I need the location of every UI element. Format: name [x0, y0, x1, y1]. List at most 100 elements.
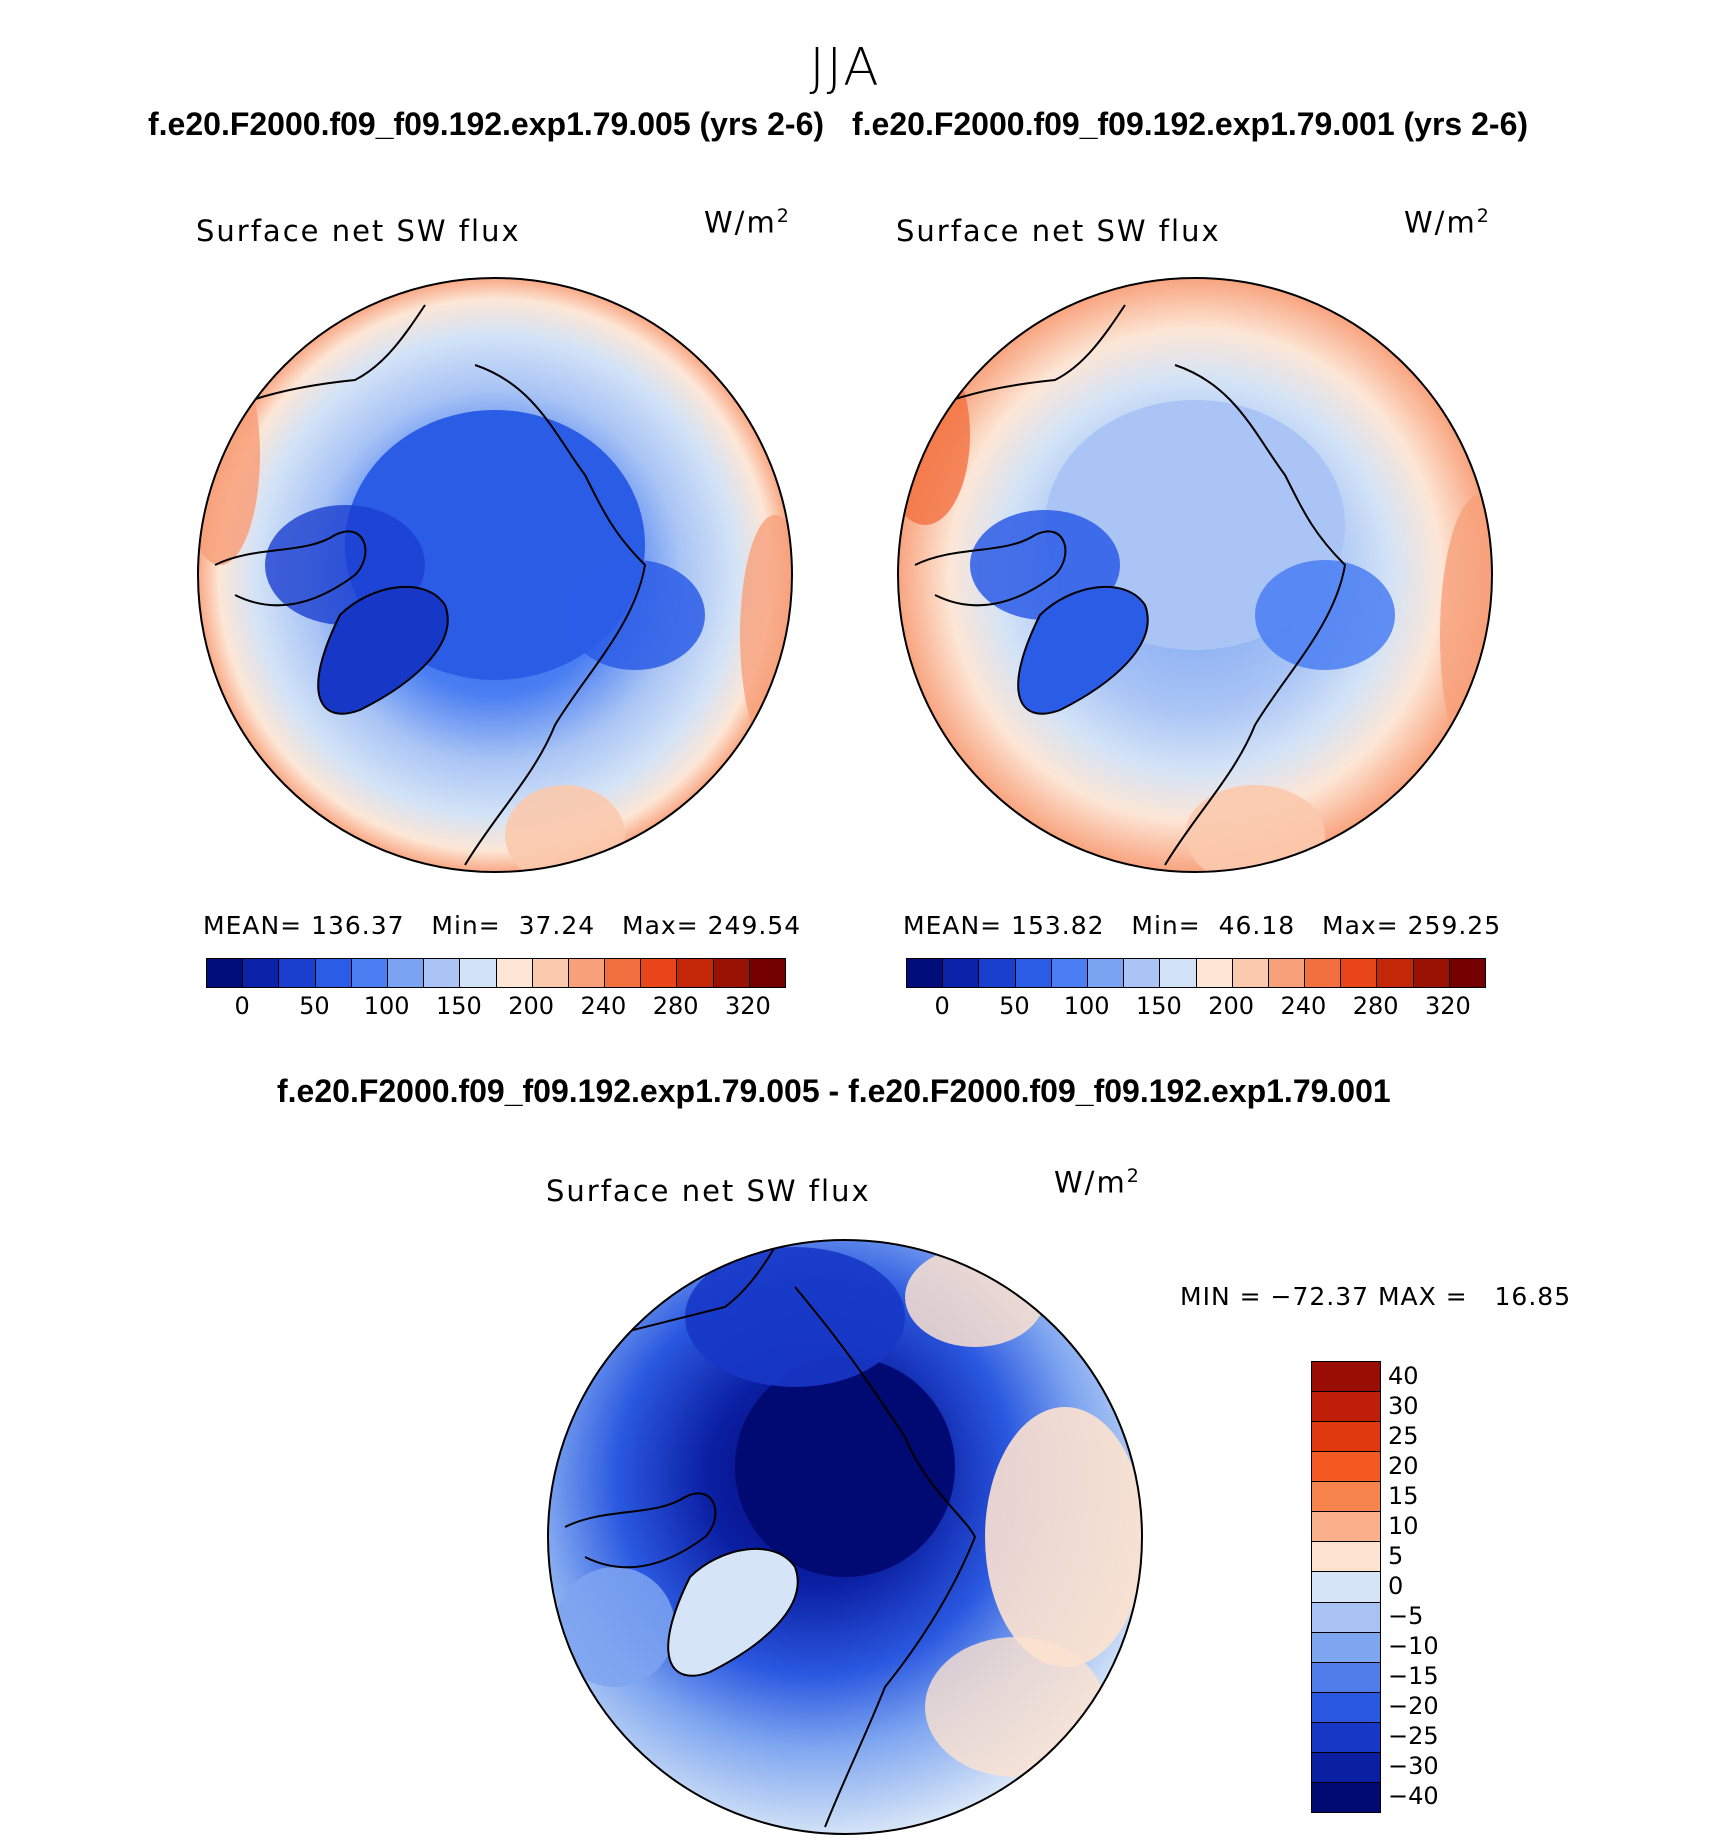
panel3-colorbar-cell [1312, 1602, 1380, 1633]
panel2-colorbar-tick: 200 [1208, 992, 1255, 1020]
panel1-colorbar-cell [677, 959, 714, 987]
panel2-colorbar-tick: 240 [1280, 992, 1327, 1020]
panel3-coastline-na [604, 1246, 776, 1338]
panel2-units-base: W/m [1404, 205, 1477, 240]
panel2-colorbar-cell [979, 959, 1016, 987]
panel2-colorbar [906, 958, 1486, 988]
panel1-colorbar-cell [279, 959, 316, 987]
panel3-units-exp: 2 [1126, 1165, 1141, 1187]
panel3-ne-pos [905, 1247, 1045, 1347]
panel3-colorbar-tick: 10 [1388, 1512, 1419, 1540]
panel2-colorbar-tick: 50 [999, 992, 1030, 1020]
panel1-colorbar-cell [207, 959, 244, 987]
panel2-greenland [1017, 585, 1149, 715]
panel2-colorbar-cell [1449, 959, 1485, 987]
panel1-units-base: W/m [704, 205, 777, 240]
panel1-colorbar-tick: 100 [363, 992, 410, 1020]
panel3-colorbar-tick: 20 [1388, 1452, 1419, 1480]
panel1-mean-label: MEAN= [203, 911, 303, 940]
panel2-colorbar-cell [1305, 959, 1342, 987]
panel1-colorbar-cell [532, 959, 569, 987]
panel3-se-pos [925, 1637, 1105, 1777]
panel2-mean-label: MEAN= [903, 911, 1003, 940]
case-title-left: f.e20.F2000.f09_f09.192.exp1.79.005 (yrs… [148, 106, 825, 142]
panel1-barents-low [565, 560, 705, 670]
panel2-colorbar-cell [1015, 959, 1052, 987]
diff-title: f.e20.F2000.f09_f09.192.exp1.79.005 - f.… [277, 1073, 1391, 1109]
panel3-min: −72.37 [1270, 1282, 1370, 1311]
panel2-colorbar-cell [1377, 959, 1414, 987]
panel1-min-label: Min= [431, 911, 501, 940]
panel3-colorbar-cell [1312, 1662, 1380, 1693]
panel3-units-base: W/m [1054, 1165, 1127, 1200]
panel1-colorbar-tick: 200 [508, 992, 555, 1020]
panel3-colorbar-cell [1312, 1752, 1380, 1783]
panel3-max: 16.85 [1494, 1282, 1572, 1311]
panel1-colorbar-tick: 50 [299, 992, 330, 1020]
panel2-max: 259.25 [1407, 911, 1502, 940]
panel3-colorbar-cell [1312, 1422, 1380, 1453]
panel2-coastline-canada [914, 530, 1067, 607]
panel3-colorbar-tick: 5 [1388, 1542, 1404, 1570]
panel1-min: 37.24 [518, 911, 596, 940]
panel3-title: Surface net SW flux [546, 1174, 871, 1208]
panel3-colorbar-tick: 25 [1388, 1421, 1419, 1450]
panel1-east-high [740, 515, 792, 755]
panel2-stats: MEAN= 153.82 Min= 46.18 Max= 259.25 [903, 911, 1501, 940]
panel1-max: 249.54 [707, 911, 802, 940]
panel3-colorbar-cell [1312, 1362, 1380, 1393]
panel1-mean: 136.37 [311, 911, 405, 940]
panel3-arctic-min [735, 1357, 955, 1577]
panel2-colorbar-cell [907, 959, 944, 987]
panel3-colorbar-tick: −15 [1388, 1662, 1439, 1690]
panel2-colorbar-cell [1232, 959, 1269, 987]
panel1-colorbar-cell [387, 959, 425, 987]
panel2-colorbar-cell [1124, 959, 1161, 987]
panel1-colorbar-tick: 280 [652, 992, 699, 1020]
panel3-colorbar-tick: −10 [1388, 1632, 1439, 1660]
panel1-greenland [317, 585, 449, 715]
panel2-min-label: Min= [1131, 911, 1201, 940]
panel2-max-label: Max= [1322, 911, 1399, 940]
panel1-colorbar-cell [568, 959, 606, 987]
panel1-colorbar-tick: 240 [580, 992, 627, 1020]
panel3-north-low [685, 1247, 905, 1387]
panel2-colorbar-cell [1160, 959, 1197, 987]
panel3-greenland [667, 1547, 799, 1677]
panel2-min: 46.18 [1218, 911, 1296, 940]
panel2-mean: 153.82 [1011, 911, 1105, 940]
panel3-map [547, 1239, 1143, 1835]
panel1-colorbar-cell [749, 959, 785, 987]
panel3-coastline-canada [564, 1492, 717, 1569]
panel3-max-label: MAX = [1377, 1282, 1468, 1311]
panel1-colorbar-tick: 0 [234, 992, 250, 1020]
panel2-colorbar-tick: 280 [1352, 992, 1399, 1020]
panel2-colorbar-tick: 150 [1135, 992, 1182, 1020]
panel2-coastline-asia [1164, 364, 1347, 866]
panel3-coastline-asia [794, 1286, 977, 1828]
panel2-colorbar-tick: 100 [1063, 992, 1110, 1020]
panel1-colorbar-cell [713, 959, 750, 987]
panel2-colorbar-cell [1341, 959, 1378, 987]
panel2-units: W/m2 [1404, 205, 1491, 240]
panel3-colorbar [1311, 1361, 1381, 1813]
panel1-colorbar-cell [315, 959, 352, 987]
panel3-colorbar-cell [1312, 1632, 1380, 1663]
panel1-colorbar-cell [243, 959, 280, 987]
panel2-east-high [1440, 495, 1492, 775]
panel3-colorbar-tick: 0 [1388, 1572, 1404, 1600]
panel1-colorbar-cell [496, 959, 533, 987]
panel3-colorbar-tick: −5 [1388, 1602, 1424, 1630]
panel3-colorbar-cell [1312, 1722, 1380, 1753]
panel3-colorbar-cell [1312, 1392, 1380, 1423]
panel1-colorbar-tick: 320 [724, 992, 771, 1020]
panel1-max-label: Max= [622, 911, 699, 940]
panel2-map [897, 277, 1493, 873]
panel3-stats: MIN = −72.37 MAX = 16.85 [1180, 1282, 1571, 1311]
panel3-colorbar-cell [1312, 1692, 1380, 1723]
panel2-colorbar-tick: 0 [934, 992, 950, 1020]
panel3-colorbar-cell [1312, 1782, 1380, 1812]
panel2-barents-low [1255, 560, 1395, 670]
panel2-colorbar-cell [1087, 959, 1125, 987]
panel1-colorbar-cell [641, 959, 678, 987]
